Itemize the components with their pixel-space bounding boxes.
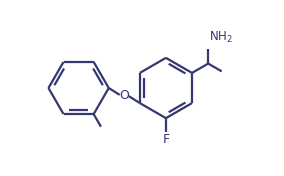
Text: NH$_2$: NH$_2$ — [209, 30, 233, 45]
Text: F: F — [162, 133, 170, 146]
Text: O: O — [119, 89, 129, 102]
